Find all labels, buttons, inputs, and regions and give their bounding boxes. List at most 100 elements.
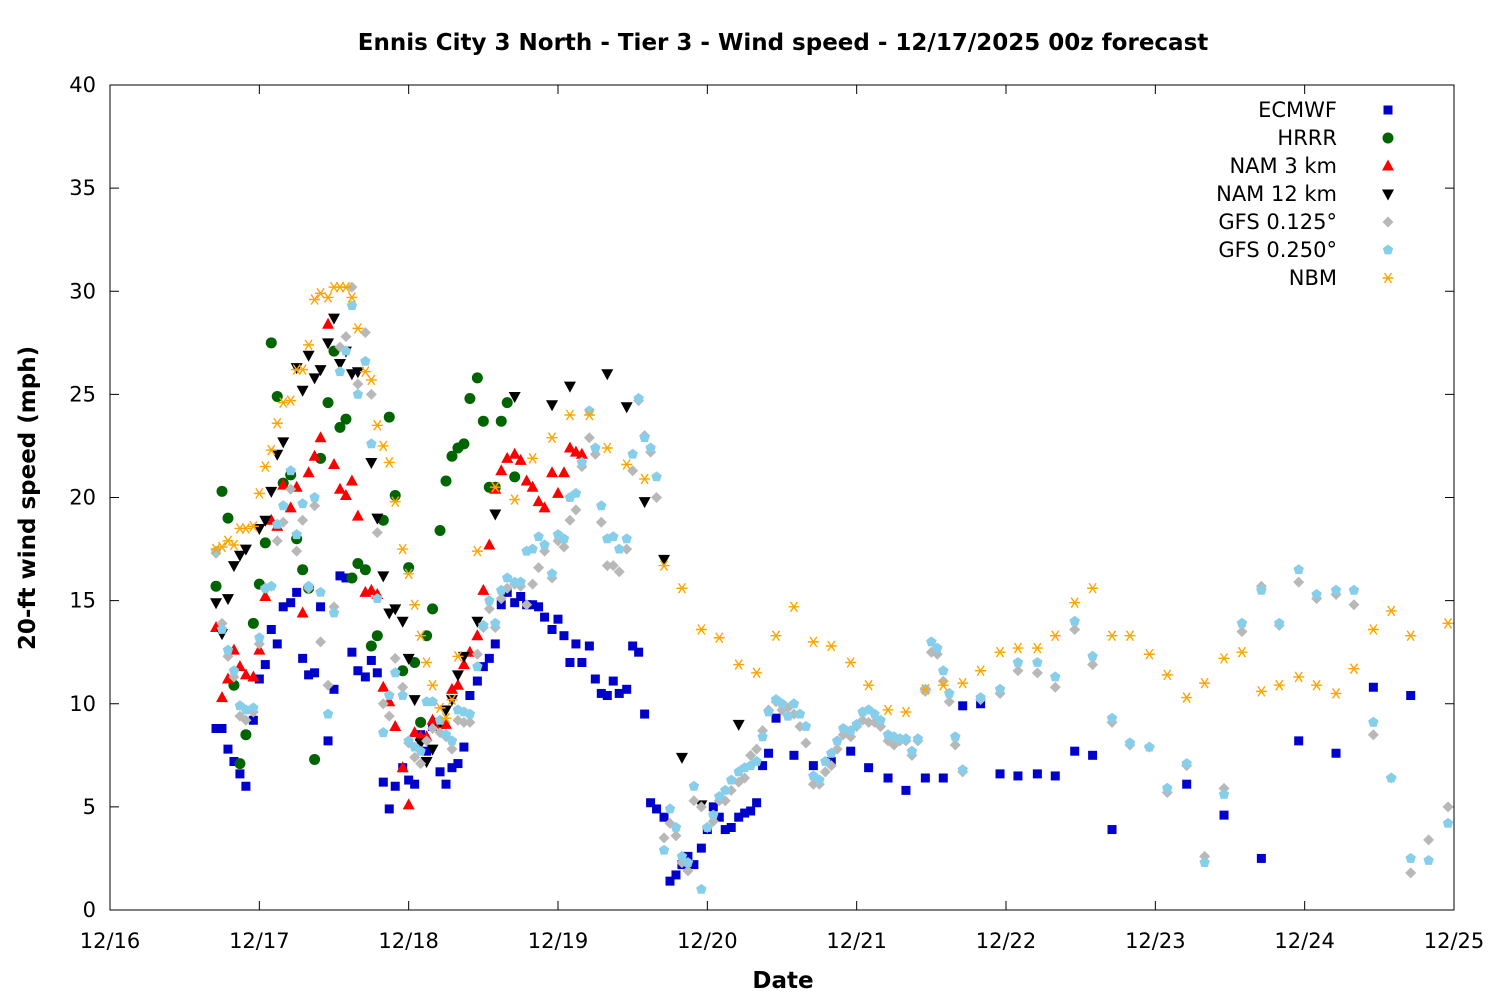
data-point xyxy=(247,670,260,682)
data-point xyxy=(286,598,296,608)
y-tick-label: 30 xyxy=(69,279,96,303)
data-point xyxy=(453,759,463,769)
data-point xyxy=(601,442,613,454)
data-point xyxy=(526,480,539,492)
y-tick-label: 10 xyxy=(69,692,96,716)
data-point xyxy=(789,750,799,760)
data-point xyxy=(383,457,395,468)
data-point xyxy=(291,545,303,557)
data-point xyxy=(328,458,340,469)
data-point xyxy=(863,716,875,728)
data-point xyxy=(352,322,364,334)
data-point xyxy=(1236,646,1248,658)
data-point xyxy=(621,459,633,470)
data-point xyxy=(1236,617,1248,628)
data-point xyxy=(621,533,632,544)
data-point xyxy=(1049,681,1061,693)
data-point xyxy=(1255,685,1267,697)
data-point xyxy=(621,543,633,555)
data-point xyxy=(901,785,911,795)
x-tick-label: 12/22 xyxy=(976,929,1037,953)
data-point xyxy=(297,514,309,526)
data-point xyxy=(521,599,533,611)
data-point xyxy=(285,395,297,406)
data-point xyxy=(328,313,340,325)
data-point xyxy=(938,665,949,676)
data-point xyxy=(278,602,288,612)
data-point xyxy=(366,438,377,449)
data-point xyxy=(277,478,290,490)
data-point xyxy=(539,539,550,550)
data-point xyxy=(297,564,309,576)
data-point xyxy=(459,742,469,752)
data-point xyxy=(770,630,782,642)
data-point xyxy=(402,653,415,665)
data-point xyxy=(292,587,302,597)
data-point xyxy=(627,448,638,459)
data-point xyxy=(726,823,736,832)
data-point xyxy=(558,533,570,544)
data-point xyxy=(583,409,595,421)
data-point xyxy=(315,586,326,597)
data-point xyxy=(389,489,401,501)
data-point xyxy=(346,292,358,303)
data-point xyxy=(906,745,918,756)
data-point xyxy=(377,698,389,710)
data-point xyxy=(458,716,470,728)
x-tick-label: 12/23 xyxy=(1125,929,1186,953)
data-point xyxy=(651,492,663,503)
data-point xyxy=(590,674,600,684)
data-point xyxy=(365,374,377,386)
data-point xyxy=(875,714,886,725)
data-point xyxy=(241,781,251,791)
data-point xyxy=(346,572,358,584)
data-point xyxy=(658,560,670,571)
data-point xyxy=(308,449,321,461)
data-point xyxy=(440,475,452,487)
data-point xyxy=(528,600,538,610)
data-point xyxy=(1385,605,1397,617)
data-point xyxy=(552,486,564,498)
data-point xyxy=(471,648,483,660)
data-point xyxy=(384,804,394,814)
data-point xyxy=(297,498,308,509)
data-point xyxy=(576,456,588,467)
data-point xyxy=(883,773,893,783)
data-point xyxy=(228,665,240,676)
data-point xyxy=(210,543,222,555)
data-point xyxy=(377,440,389,452)
data-point xyxy=(1406,691,1416,700)
data-point xyxy=(1087,582,1099,594)
data-point xyxy=(740,808,750,818)
data-point xyxy=(216,541,228,553)
data-point xyxy=(471,629,484,641)
data-point xyxy=(247,617,259,629)
data-point xyxy=(464,716,476,728)
data-point xyxy=(346,281,358,293)
data-point xyxy=(516,592,526,601)
data-point xyxy=(1386,772,1397,783)
data-point xyxy=(372,668,382,678)
y-tick-label: 0 xyxy=(83,898,96,922)
data-point xyxy=(670,822,682,832)
data-point xyxy=(452,650,464,662)
data-point xyxy=(365,457,378,469)
data-point xyxy=(420,757,433,768)
data-point xyxy=(322,679,334,691)
data-point xyxy=(520,474,533,486)
data-point xyxy=(421,657,433,668)
data-point xyxy=(863,679,875,691)
data-point xyxy=(259,461,271,472)
data-point xyxy=(495,464,508,476)
data-point xyxy=(240,523,252,534)
data-point xyxy=(210,580,222,592)
legend-label-nbm: NBM xyxy=(1289,266,1337,290)
data-point xyxy=(227,561,240,573)
data-point xyxy=(1219,810,1229,820)
data-point xyxy=(726,774,737,785)
data-point xyxy=(508,447,521,459)
data-point xyxy=(457,658,470,670)
data-point xyxy=(950,731,961,742)
data-point xyxy=(1069,615,1080,626)
data-point xyxy=(278,500,289,511)
